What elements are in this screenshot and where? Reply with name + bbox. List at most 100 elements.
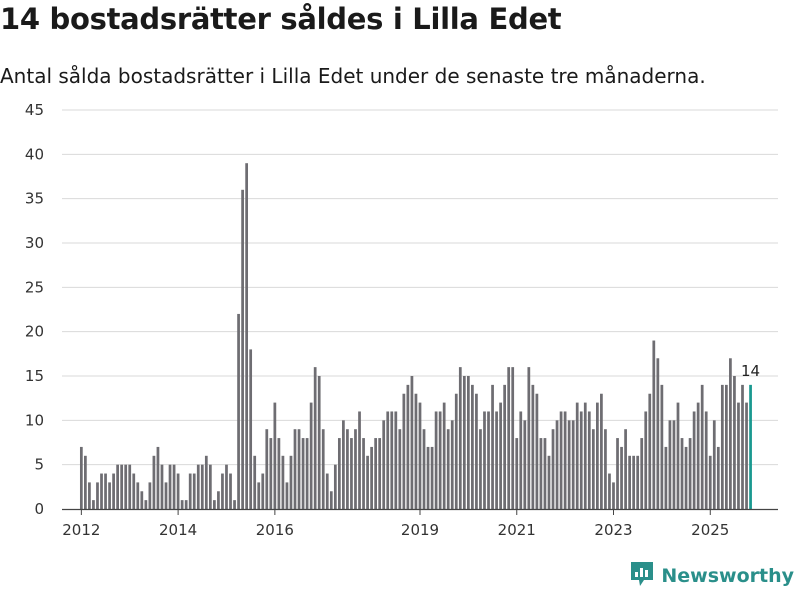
bar: [587, 411, 591, 509]
bar: [511, 367, 515, 509]
bar: [479, 429, 482, 509]
bar: [225, 464, 228, 509]
bar: [720, 384, 724, 509]
x-tick-label: 2023: [594, 521, 632, 539]
bar: [204, 455, 208, 509]
bar: [446, 429, 450, 509]
bar: [164, 482, 168, 509]
bar: [366, 455, 369, 509]
bar: [704, 411, 708, 509]
bar: [136, 482, 140, 509]
bar: [454, 393, 458, 509]
bar: [92, 500, 95, 509]
bar: [668, 420, 672, 509]
bar: [293, 429, 297, 509]
y-tick-label: 25: [25, 278, 44, 296]
bar: [487, 411, 490, 509]
bar: [104, 473, 107, 509]
bar: [499, 402, 502, 509]
bar: [450, 420, 454, 509]
bar: [128, 464, 132, 509]
y-tick-label: 0: [34, 500, 44, 518]
bar: [434, 411, 438, 509]
y-tick-label: 35: [25, 190, 44, 208]
bar: [265, 429, 269, 509]
bar: [414, 393, 418, 509]
bar: [285, 482, 289, 509]
bar: [402, 393, 406, 509]
bar: [418, 402, 422, 509]
bar: [301, 438, 305, 509]
bar: [333, 464, 337, 509]
bar: [426, 446, 430, 509]
bar: [712, 420, 716, 509]
bar: [208, 464, 212, 509]
bar: [88, 482, 91, 509]
bar: [745, 402, 748, 509]
bar: [289, 455, 293, 509]
bar: [180, 500, 184, 509]
newsworthy-brand[interactable]: Newsworthy: [629, 560, 794, 592]
bar: [124, 464, 128, 509]
bar: [632, 455, 636, 509]
bar: [600, 393, 603, 509]
bar: [281, 455, 285, 509]
bar: [132, 473, 136, 509]
bar: [527, 367, 531, 509]
bar: [386, 411, 390, 509]
chart-subtitle: Antal sålda bostadsrätter i Lilla Edet u…: [0, 64, 706, 88]
bar: [491, 384, 494, 509]
bar: [624, 429, 627, 509]
bar: [519, 411, 523, 509]
bar: [277, 438, 281, 509]
bar: [725, 384, 728, 509]
bar: [329, 491, 333, 509]
bar: [591, 429, 595, 509]
bar: [688, 438, 692, 509]
bar: [503, 384, 507, 509]
bar: [692, 411, 696, 509]
bar: [708, 455, 712, 509]
bar: [79, 446, 83, 509]
bar: [112, 473, 115, 509]
bar: [317, 376, 321, 509]
bar: [575, 402, 579, 509]
y-tick-label: 30: [25, 234, 44, 252]
bar: [313, 367, 317, 509]
x-tick-label: 2025: [691, 521, 729, 539]
bar: [156, 446, 160, 509]
bar: [442, 402, 446, 509]
y-tick-label: 15: [25, 367, 44, 385]
bar: [656, 358, 660, 509]
bar: [596, 402, 599, 509]
bar: [140, 491, 144, 509]
bar: [700, 384, 704, 509]
bar: [733, 376, 736, 509]
bar: [382, 420, 386, 509]
bar: [273, 402, 277, 509]
x-tick-label: 2019: [401, 521, 439, 539]
bar: [144, 500, 148, 509]
bar: [354, 429, 357, 509]
bar: [543, 438, 547, 509]
y-tick-label: 20: [25, 323, 44, 341]
bar: [644, 411, 648, 509]
bar: [507, 367, 511, 509]
bar: [628, 455, 631, 509]
bar: [458, 367, 462, 509]
y-tick-label: 45: [25, 101, 44, 119]
x-tick-label: 2016: [256, 521, 294, 539]
bar: [648, 393, 652, 509]
bar: [249, 349, 253, 509]
bar: [213, 500, 216, 509]
bar: [394, 411, 398, 509]
chart-title: 14 bostadsrätter såldes i Lilla Edet: [0, 2, 562, 36]
bar: [192, 473, 196, 509]
bar: [188, 473, 192, 509]
bar: [148, 482, 152, 509]
y-tick-label: 5: [34, 456, 44, 474]
newsworthy-logo-icon: [629, 560, 655, 592]
bar: [196, 464, 200, 509]
bar: [620, 446, 623, 509]
